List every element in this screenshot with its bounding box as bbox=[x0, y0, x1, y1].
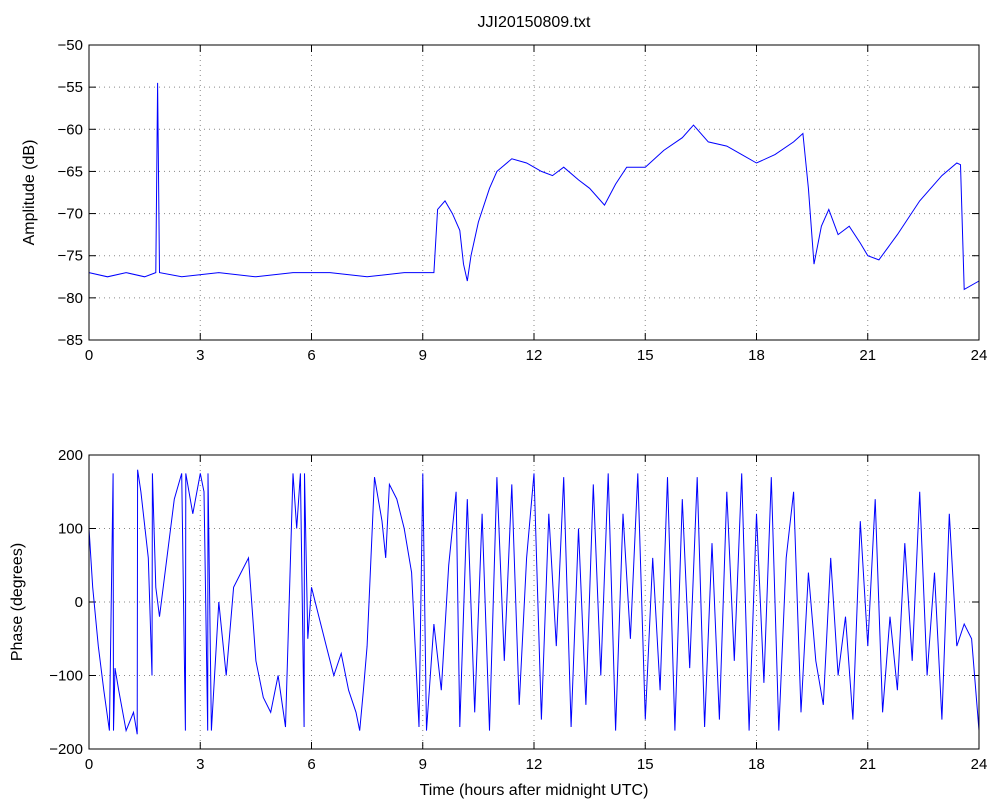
amplitude-y-tick-label: −65 bbox=[58, 163, 83, 180]
amplitude-x-tick-label: 9 bbox=[419, 347, 427, 364]
amplitude-x-tick-label: 15 bbox=[637, 347, 654, 364]
amplitude-x-tick-label: 24 bbox=[971, 347, 988, 364]
amplitude-x-tick-label: 18 bbox=[748, 347, 765, 364]
phase-y-tick-label: −200 bbox=[49, 741, 83, 758]
phase-x-tick-label: 9 bbox=[419, 756, 427, 773]
amplitude-series-line bbox=[88, 82, 980, 291]
amplitude-y-axis-label: Amplitude (dB) bbox=[21, 140, 38, 246]
phase-y-axis-label: Phase (degrees) bbox=[9, 543, 26, 661]
amplitude-x-tick-label: 0 bbox=[85, 347, 93, 364]
phase-axes-frame bbox=[88, 454, 980, 750]
phase-y-tick-label: 100 bbox=[58, 521, 83, 538]
amplitude-y-tick-label: −60 bbox=[58, 121, 83, 138]
phase-y-tick-label: 200 bbox=[58, 447, 83, 464]
phase-x-tick-label: 21 bbox=[859, 756, 876, 773]
amplitude-y-tick-label: −80 bbox=[58, 290, 83, 307]
phase-x-tick-label: 24 bbox=[971, 756, 988, 773]
x-axis-label: Time (hours after midnight UTC) bbox=[420, 782, 649, 799]
phase-x-tick-label: 12 bbox=[526, 756, 543, 773]
amplitude-x-tick-label: 12 bbox=[526, 347, 543, 364]
amplitude-x-tick-label: 6 bbox=[307, 347, 315, 364]
chart-title: JJI20150809.txt bbox=[478, 14, 592, 31]
amplitude-y-tick-label: −50 bbox=[58, 37, 83, 54]
phase-x-tick-label: 3 bbox=[196, 756, 204, 773]
phase-plot: 0 3 6 9 12 15 18 21 24 −200 −100 0 100 200 Time (hours… bbox=[9, 447, 987, 799]
phase-x-tick-label: 18 bbox=[748, 756, 765, 773]
amplitude-y-tick-label: −75 bbox=[58, 248, 83, 265]
phase-y-tick-label: −100 bbox=[49, 668, 83, 685]
amplitude-y-tick-label: −85 bbox=[58, 332, 83, 349]
amplitude-y-tick-label: −55 bbox=[58, 79, 83, 96]
amplitude-x-tick-label: 3 bbox=[196, 347, 204, 364]
phase-y-tick-label: 0 bbox=[75, 594, 83, 611]
phase-x-tick-label: 6 bbox=[307, 756, 315, 773]
phase-x-tick-label: 0 bbox=[85, 756, 93, 773]
phase-x-tick-label: 15 bbox=[637, 756, 654, 773]
amplitude-axes-frame bbox=[88, 44, 980, 341]
amplitude-y-tick-label: −70 bbox=[58, 206, 83, 223]
amplitude-x-tick-label: 21 bbox=[859, 347, 876, 364]
amplitude-plot: 0 3 6 9 12 15 18 21 24 −85 −80 −75 −70 −65 −60 −55 −50 JJ… bbox=[21, 14, 987, 364]
phase-series-line bbox=[88, 469, 980, 735]
